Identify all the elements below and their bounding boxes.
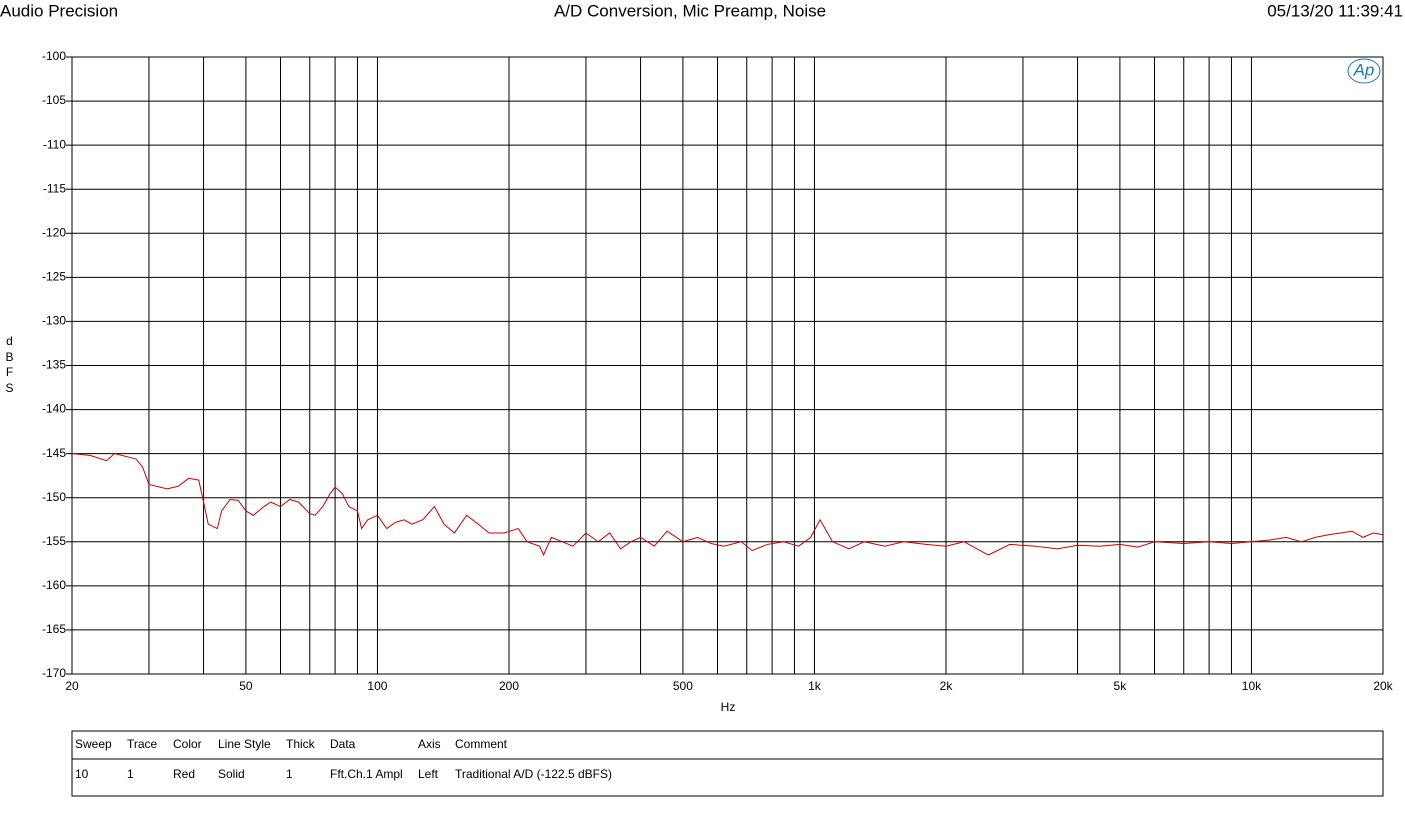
table-header: Line Style (218, 737, 271, 751)
table-header: Sweep (75, 737, 112, 751)
y-tick-label: -120 (42, 225, 66, 239)
table-cell: Traditional A/D (-122.5 dBFS) (455, 767, 612, 781)
table-header: Trace (127, 737, 158, 751)
y-tick-label: -130 (42, 314, 66, 328)
chart-title: A/D Conversion, Mic Preamp, Noise (554, 1, 826, 20)
y-tick-label: -150 (42, 490, 66, 504)
table-cell: Left (418, 767, 439, 781)
y-tick-label: -105 (42, 93, 66, 107)
x-tick-label: 20k (1373, 679, 1393, 693)
y-tick-label: -160 (42, 578, 66, 592)
legend-box (71, 730, 1384, 797)
x-tick-label: 5k (1114, 679, 1128, 693)
table-cell: Red (173, 767, 195, 781)
table-cell: Fft.Ch.1 Ampl (330, 767, 403, 781)
y-tick-label: -135 (42, 358, 66, 372)
table-header: Axis (418, 737, 441, 751)
table-cell: 10 (75, 767, 89, 781)
x-tick-label: 500 (673, 679, 693, 693)
logo-ring (1347, 58, 1381, 84)
x-tick-label: 1k (808, 679, 822, 693)
x-tick-label: 50 (239, 679, 253, 693)
y-axis-label: dBFS (5, 334, 14, 395)
table-header: Data (330, 737, 356, 751)
x-axis-label: Hz (721, 700, 736, 714)
x-tick-label: 2k (940, 679, 954, 693)
x-tick-label: 200 (499, 679, 519, 693)
y-tick-label: -145 (42, 446, 66, 460)
table-cell: Solid (218, 767, 245, 781)
y-tick-label: -140 (42, 402, 66, 416)
y-tick-label: -155 (42, 534, 66, 548)
table-cell: 1 (286, 767, 293, 781)
y-tick-label: -115 (43, 181, 66, 195)
table-header: Comment (455, 737, 508, 751)
x-tick-label: 10k (1242, 679, 1262, 693)
x-tick-label: 20 (65, 679, 79, 693)
timestamp: 05/13/20 11:39:41 (1267, 1, 1403, 20)
logo: Ap (1353, 60, 1375, 79)
y-tick-label: -100 (42, 49, 66, 63)
brand: Audio Precision (0, 1, 118, 20)
y-tick-label: -165 (42, 622, 66, 636)
y-tick-label: -170 (42, 666, 66, 680)
y-tick-label: -110 (43, 137, 66, 151)
trace (71, 453, 1384, 557)
plot-frame (71, 56, 1384, 675)
x-tick-label: 100 (367, 679, 387, 693)
table-header: Color (173, 737, 202, 751)
table-cell: 1 (127, 767, 134, 781)
y-tick-label: -125 (42, 270, 66, 284)
table-header: Thick (286, 737, 316, 751)
